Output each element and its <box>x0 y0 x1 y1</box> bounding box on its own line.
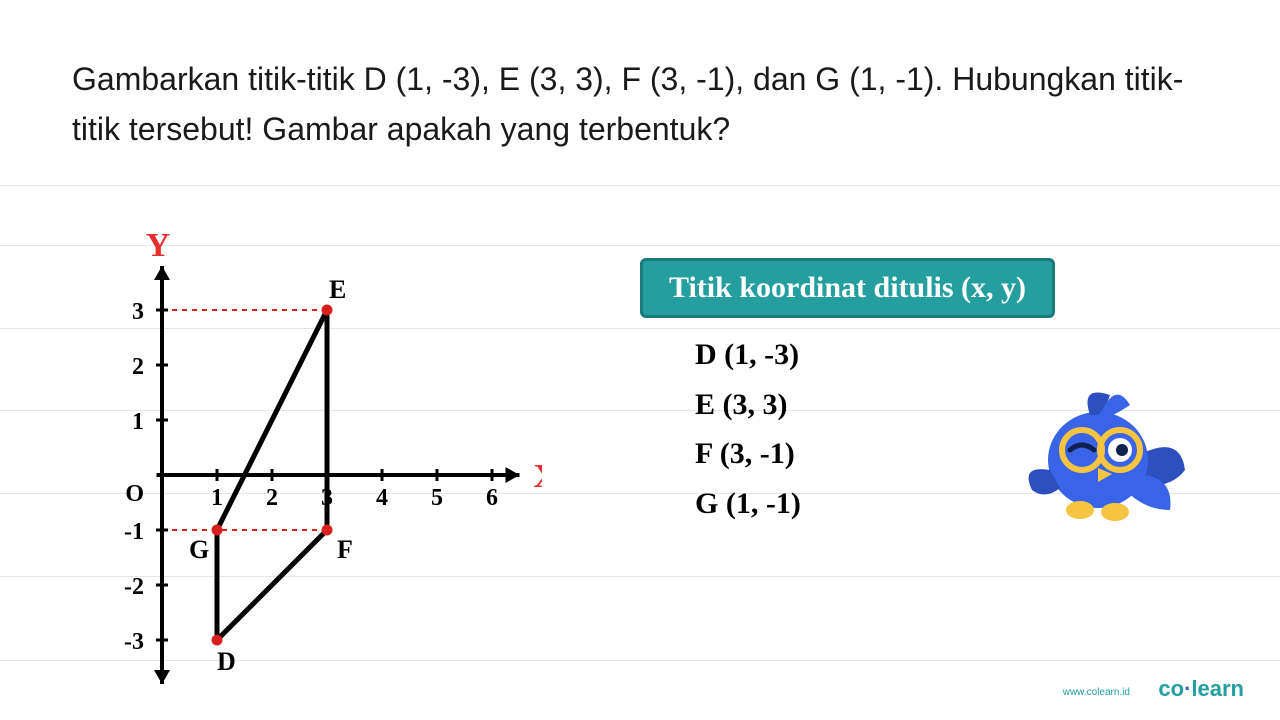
logo-url: www.colearn.id <box>1063 687 1130 698</box>
svg-text:X: X <box>534 458 543 495</box>
brand-logo: co·learn <box>1158 676 1244 702</box>
svg-text:Y: Y <box>146 227 171 264</box>
svg-text:D: D <box>217 647 236 676</box>
logo-part-pre: co <box>1158 676 1184 701</box>
coord-item: D (1, -3) <box>695 330 801 380</box>
svg-text:5: 5 <box>431 485 443 511</box>
coord-item: E (3, 3) <box>695 380 801 430</box>
svg-text:4: 4 <box>376 485 388 511</box>
coordinate-graph: 123456321-1-2-3OXYDEFG <box>72 215 542 695</box>
svg-text:3: 3 <box>132 299 144 325</box>
coordinate-list: D (1, -3)E (3, 3)F (3, -1)G (1, -1) <box>695 330 801 528</box>
svg-text:G: G <box>189 535 209 564</box>
svg-text:6: 6 <box>486 485 498 511</box>
question-text: Gambarkan titik-titik D (1, -3), E (3, 3… <box>72 55 1210 154</box>
svg-text:F: F <box>337 535 353 564</box>
svg-text:-2: -2 <box>124 574 144 600</box>
svg-text:O: O <box>125 481 144 507</box>
svg-text:-3: -3 <box>124 629 144 655</box>
logo-part-post: learn <box>1191 676 1244 701</box>
coord-item: F (3, -1) <box>695 429 801 479</box>
svg-text:1: 1 <box>211 485 223 511</box>
answer-title-box: Titik koordinat ditulis (x, y) <box>640 258 1055 318</box>
svg-text:2: 2 <box>132 354 144 380</box>
mascot-bird <box>1020 370 1190 540</box>
svg-text:-1: -1 <box>124 519 144 545</box>
coord-item: G (1, -1) <box>695 479 801 529</box>
svg-text:1: 1 <box>132 409 144 435</box>
svg-text:2: 2 <box>266 485 278 511</box>
svg-text:E: E <box>329 275 346 304</box>
